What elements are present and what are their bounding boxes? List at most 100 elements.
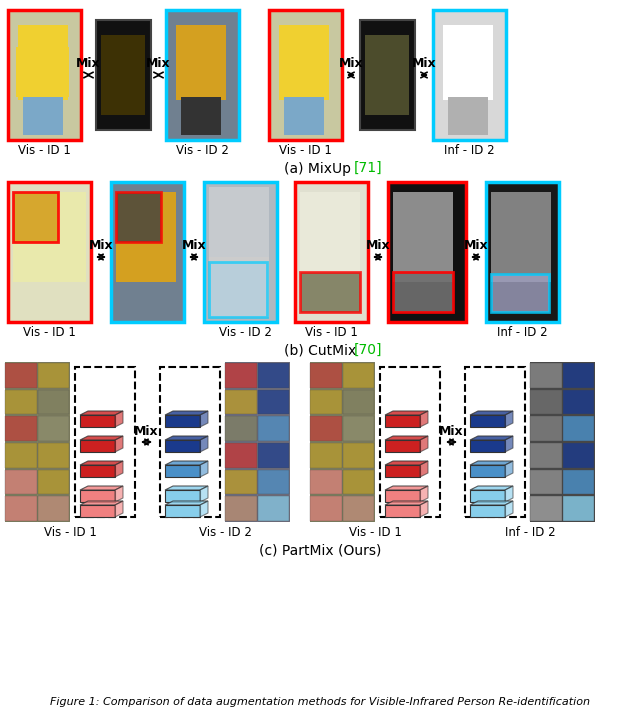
Bar xyxy=(342,443,374,468)
Bar xyxy=(209,262,267,317)
Bar xyxy=(101,35,145,115)
Polygon shape xyxy=(165,490,200,502)
Bar xyxy=(38,363,69,388)
Text: [70]: [70] xyxy=(354,342,382,357)
Text: Inf - ID 2: Inf - ID 2 xyxy=(497,326,548,339)
Bar xyxy=(18,25,68,100)
Polygon shape xyxy=(200,501,208,517)
Bar xyxy=(257,443,289,468)
Bar xyxy=(225,417,257,441)
Bar xyxy=(269,10,342,140)
Polygon shape xyxy=(80,415,115,427)
Bar xyxy=(530,390,561,414)
Polygon shape xyxy=(385,411,428,415)
Bar xyxy=(176,25,226,100)
Text: [71]: [71] xyxy=(354,160,382,175)
Bar xyxy=(209,187,269,257)
Bar xyxy=(5,443,36,468)
Bar xyxy=(44,47,69,97)
Bar xyxy=(181,97,221,135)
Bar xyxy=(310,470,342,495)
Bar xyxy=(38,417,69,441)
Polygon shape xyxy=(470,501,513,505)
Polygon shape xyxy=(420,461,428,477)
Bar xyxy=(393,192,453,282)
Bar xyxy=(13,192,86,282)
Polygon shape xyxy=(165,461,208,465)
Polygon shape xyxy=(385,440,420,452)
Polygon shape xyxy=(505,411,513,427)
Bar xyxy=(38,443,69,468)
Polygon shape xyxy=(165,486,208,490)
Polygon shape xyxy=(470,465,505,477)
Bar xyxy=(38,496,69,521)
Polygon shape xyxy=(165,411,208,415)
Bar xyxy=(225,470,257,495)
Bar xyxy=(5,362,70,522)
Polygon shape xyxy=(80,436,123,440)
Polygon shape xyxy=(385,461,428,465)
Bar xyxy=(310,417,342,441)
Text: Mix: Mix xyxy=(339,57,364,70)
Text: Inf - ID 2: Inf - ID 2 xyxy=(444,144,495,157)
Polygon shape xyxy=(115,486,123,502)
Bar xyxy=(5,496,36,521)
Text: Mix: Mix xyxy=(89,239,113,252)
Text: Vis - ID 1: Vis - ID 1 xyxy=(23,326,76,339)
Bar xyxy=(563,496,594,521)
Polygon shape xyxy=(470,440,505,452)
Bar xyxy=(530,470,561,495)
Text: Mix: Mix xyxy=(76,57,101,70)
Text: Vis - ID 2: Vis - ID 2 xyxy=(176,144,229,157)
Bar xyxy=(5,417,36,441)
Bar xyxy=(204,182,277,322)
Polygon shape xyxy=(470,436,513,440)
Bar xyxy=(342,390,374,414)
Polygon shape xyxy=(385,490,420,502)
Polygon shape xyxy=(505,461,513,477)
Bar xyxy=(225,443,257,468)
Bar xyxy=(116,192,176,282)
Bar xyxy=(5,470,36,495)
Polygon shape xyxy=(80,465,115,477)
Bar xyxy=(166,10,239,140)
Polygon shape xyxy=(470,415,505,427)
Bar xyxy=(342,363,374,388)
Polygon shape xyxy=(80,490,115,502)
Polygon shape xyxy=(165,440,200,452)
Bar xyxy=(310,443,342,468)
Polygon shape xyxy=(385,436,428,440)
Polygon shape xyxy=(505,486,513,502)
Bar xyxy=(433,10,506,140)
Polygon shape xyxy=(165,465,200,477)
Text: Vis - ID 1: Vis - ID 1 xyxy=(44,526,97,539)
Text: Mix: Mix xyxy=(134,425,159,438)
Bar xyxy=(257,363,289,388)
Text: (c) PartMix (Ours): (c) PartMix (Ours) xyxy=(259,544,381,558)
Polygon shape xyxy=(115,411,123,427)
Bar xyxy=(310,362,375,522)
Polygon shape xyxy=(505,501,513,517)
Polygon shape xyxy=(385,505,420,517)
Bar xyxy=(530,443,561,468)
Bar xyxy=(342,470,374,495)
Bar xyxy=(75,367,135,517)
Bar xyxy=(225,362,290,522)
Polygon shape xyxy=(470,486,513,490)
Polygon shape xyxy=(385,465,420,477)
Bar xyxy=(380,367,440,517)
Text: Mix: Mix xyxy=(464,239,488,252)
Polygon shape xyxy=(420,501,428,517)
Polygon shape xyxy=(470,490,505,502)
Bar xyxy=(486,182,559,322)
Bar xyxy=(160,367,220,517)
Bar xyxy=(116,192,161,242)
Bar xyxy=(111,182,184,322)
Bar xyxy=(491,274,549,312)
Bar xyxy=(448,97,488,135)
Text: Vis - ID 1: Vis - ID 1 xyxy=(349,526,401,539)
Polygon shape xyxy=(470,461,513,465)
Bar xyxy=(225,496,257,521)
Bar xyxy=(38,390,69,414)
Bar xyxy=(300,272,360,312)
